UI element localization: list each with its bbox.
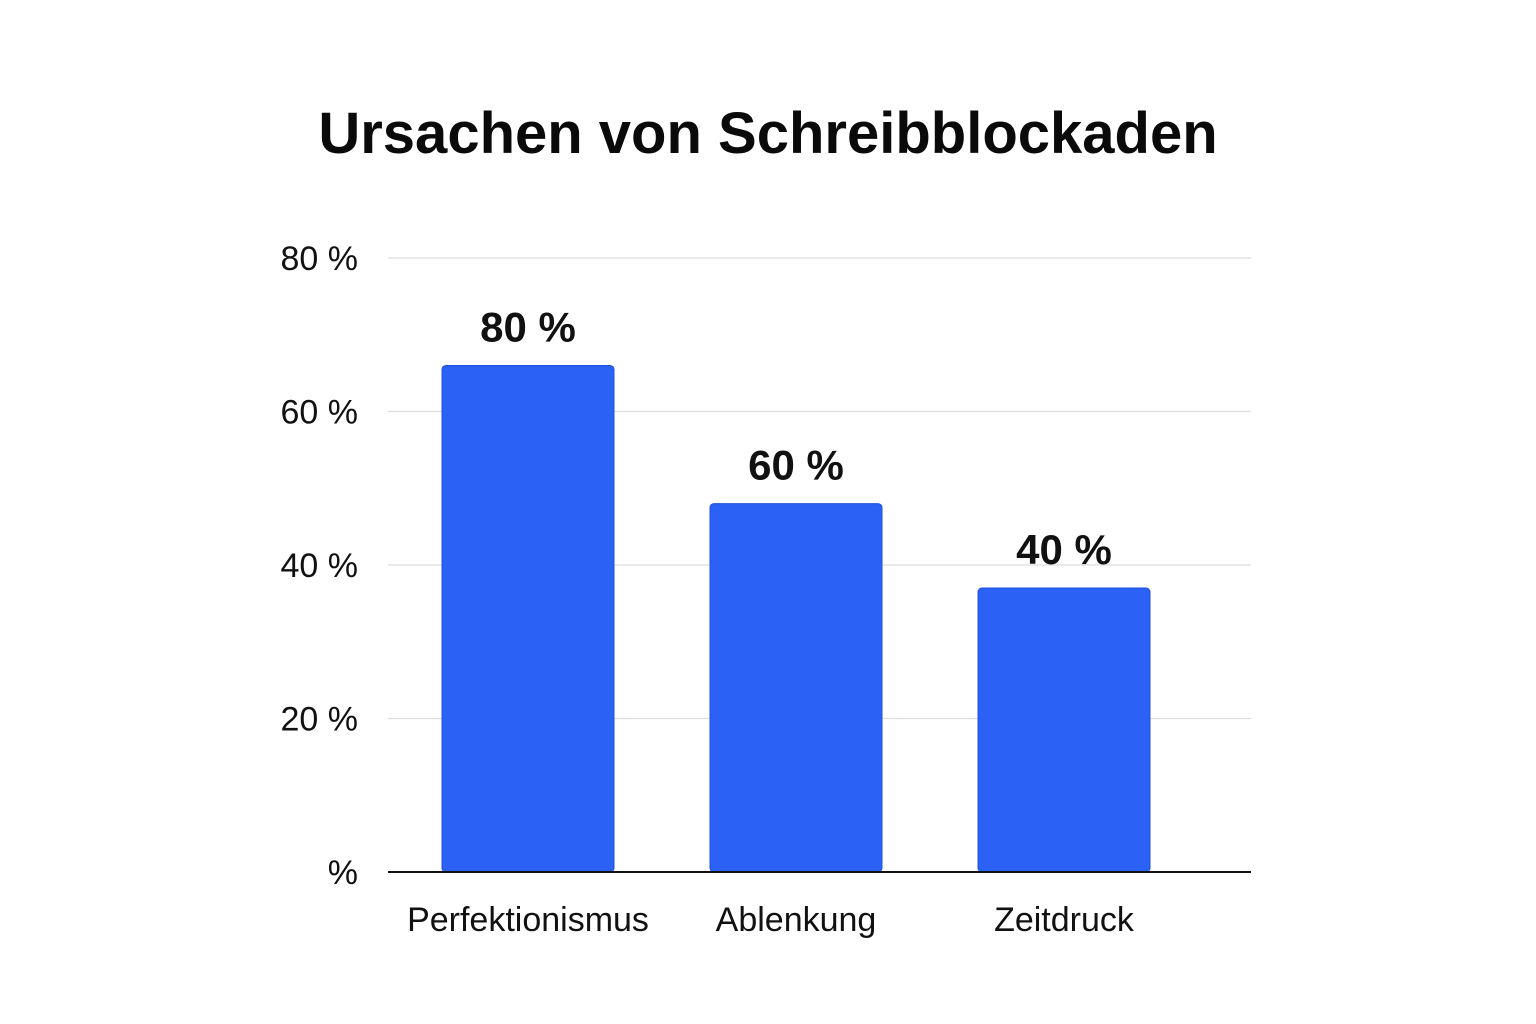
category-label: Zeitdruck — [994, 901, 1135, 939]
bar-perfektionismus — [441, 364, 615, 873]
value-label: 80 % — [480, 303, 576, 350]
value-label: 60 % — [748, 442, 844, 489]
category-label: Perfektionismus — [407, 901, 649, 939]
y-tick-label: 20 % — [281, 701, 359, 739]
bar-zeitdruck — [977, 587, 1151, 873]
y-tick-label: 60 % — [281, 394, 359, 432]
y-tick-label: 40 % — [281, 547, 359, 585]
y-axis-ticks: % 20 % 40 % 60 % 80 % — [281, 240, 359, 892]
category-labels: Perfektionismus Ablenkung Zeitdruck — [407, 901, 1135, 939]
y-tick-label: % — [328, 854, 358, 892]
category-label: Ablenkung — [716, 901, 877, 939]
bar-ablenkung — [709, 503, 883, 873]
value-labels: 80 % 60 % 40 % — [480, 303, 1112, 573]
bars — [441, 364, 1151, 873]
chart-title: Ursachen von Schreibblockaden — [318, 101, 1217, 166]
value-label: 40 % — [1016, 526, 1112, 573]
y-tick-label: 80 % — [281, 240, 359, 278]
